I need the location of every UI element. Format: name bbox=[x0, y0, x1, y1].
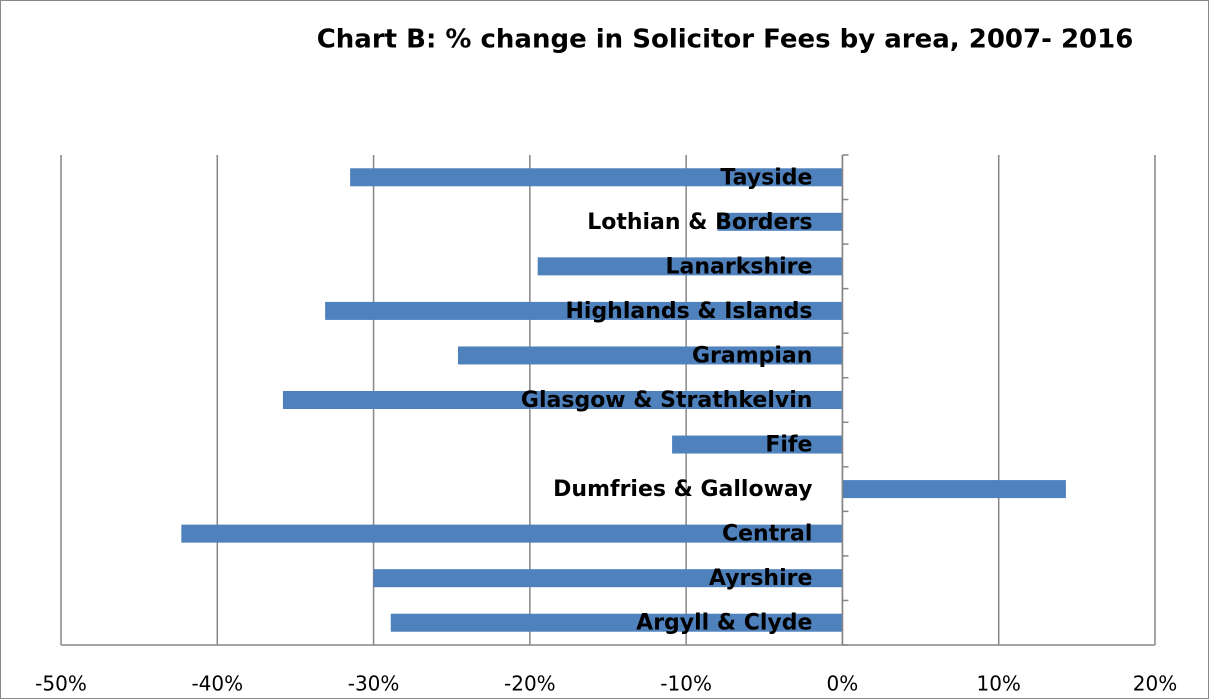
x-tick-label: -50% bbox=[35, 672, 87, 696]
bar bbox=[282, 391, 843, 409]
x-tick-label: -30% bbox=[348, 672, 400, 696]
bar bbox=[350, 168, 843, 187]
y-tick-label: Dumfries & Galloway bbox=[553, 477, 812, 502]
y-tick-label: Central bbox=[722, 522, 812, 547]
y-tick-label: Lothian & Borders bbox=[587, 210, 812, 235]
x-tick-label: 10% bbox=[976, 672, 1020, 696]
y-tick-label: Lanarkshire bbox=[666, 254, 813, 279]
x-tick-label: -40% bbox=[191, 672, 243, 696]
y-tick-label: Argyll & Clyde bbox=[636, 611, 812, 636]
chart-title: Chart B: % change in Solicitor Fees by a… bbox=[317, 25, 1134, 55]
bar bbox=[672, 435, 843, 454]
y-tick-label: Grampian bbox=[692, 343, 812, 368]
y-tick-label: Ayrshire bbox=[709, 566, 813, 591]
x-tick-label: -20% bbox=[504, 672, 556, 696]
bar bbox=[373, 569, 843, 588]
x-tick-label: 20% bbox=[1133, 672, 1177, 696]
y-tick-label: Fife bbox=[765, 433, 812, 458]
bar bbox=[181, 524, 843, 543]
y-tick-label: Tayside bbox=[720, 165, 812, 190]
bar bbox=[717, 212, 843, 231]
y-tick-label: Glasgow & Strathkelvin bbox=[521, 388, 813, 413]
bar bbox=[390, 613, 843, 632]
y-tick-label: Highlands & Islands bbox=[565, 299, 812, 324]
bar bbox=[537, 257, 843, 276]
x-tick-label: 0% bbox=[827, 672, 859, 696]
bar bbox=[325, 301, 843, 320]
x-tick-label: -10% bbox=[660, 672, 712, 696]
bar bbox=[457, 346, 843, 365]
bar bbox=[842, 480, 1066, 499]
